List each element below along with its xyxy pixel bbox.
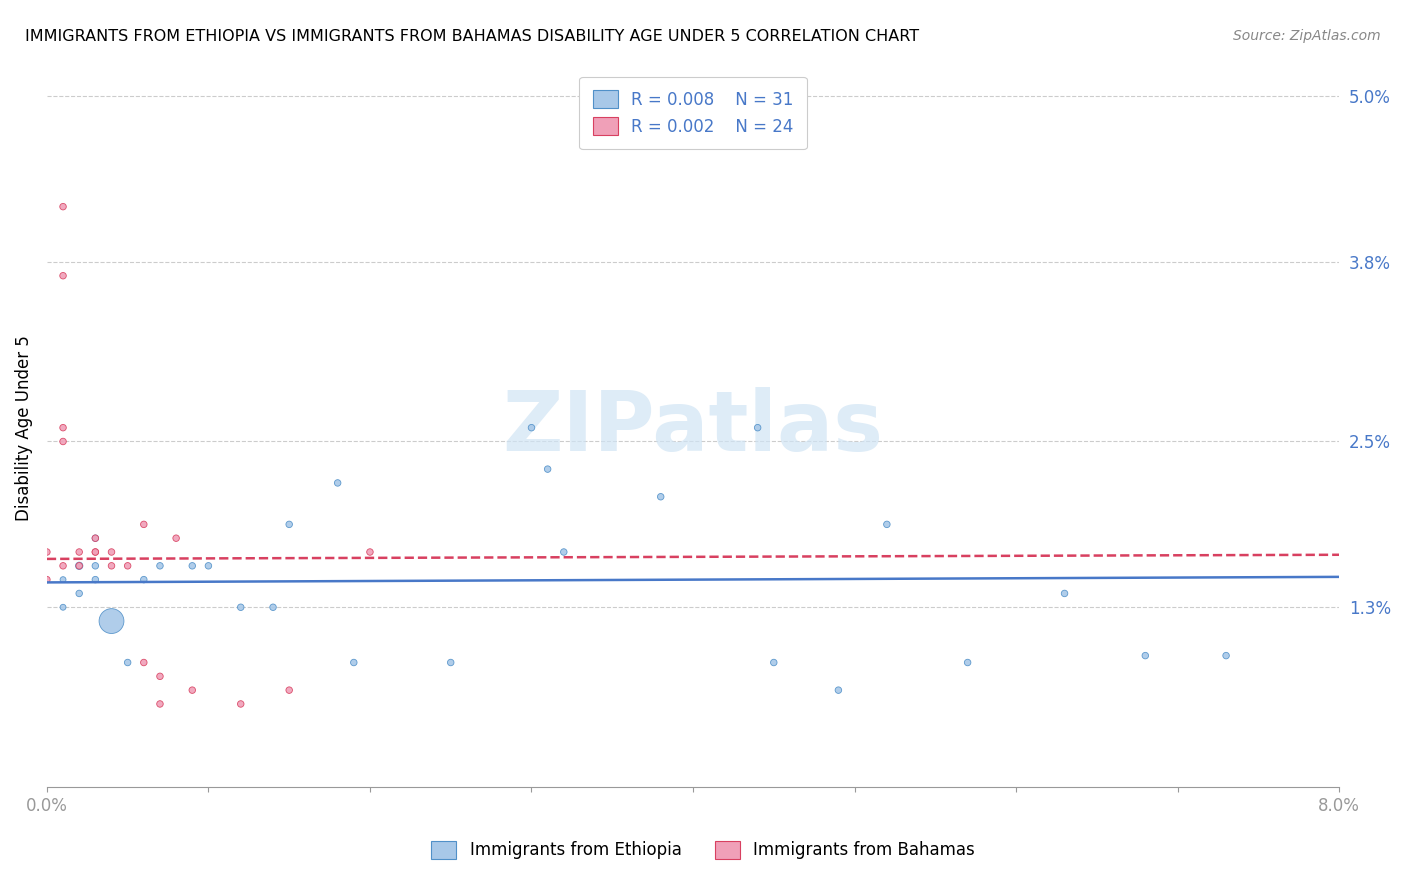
Point: [181, 683, 204, 698]
Point: [537, 462, 560, 476]
Point: [1053, 586, 1076, 600]
Point: [956, 656, 979, 670]
Point: [553, 545, 575, 559]
Legend: Immigrants from Ethiopia, Immigrants from Bahamas: Immigrants from Ethiopia, Immigrants fro…: [423, 832, 983, 868]
Point: [100, 545, 122, 559]
Point: [132, 517, 155, 532]
Y-axis label: Disability Age Under 5: Disability Age Under 5: [15, 334, 32, 521]
Point: [84, 531, 107, 545]
Point: [520, 420, 543, 434]
Text: IMMIGRANTS FROM ETHIOPIA VS IMMIGRANTS FROM BAHAMAS DISABILITY AGE UNDER 5 CORRE: IMMIGRANTS FROM ETHIOPIA VS IMMIGRANTS F…: [25, 29, 920, 45]
Point: [827, 683, 849, 698]
Point: [35, 573, 58, 587]
Point: [84, 545, 107, 559]
Point: [165, 531, 187, 545]
Point: [84, 573, 107, 587]
Point: [359, 545, 381, 559]
Point: [67, 545, 90, 559]
Point: [52, 420, 75, 434]
Point: [1215, 648, 1237, 663]
Point: [52, 434, 75, 449]
Point: [52, 600, 75, 615]
Point: [132, 573, 155, 587]
Point: [440, 656, 463, 670]
Point: [747, 420, 769, 434]
Point: [52, 200, 75, 214]
Point: [278, 683, 301, 698]
Point: [67, 558, 90, 573]
Point: [52, 268, 75, 283]
Point: [67, 586, 90, 600]
Point: [117, 558, 139, 573]
Text: ZIPatlas: ZIPatlas: [502, 387, 883, 468]
Point: [1135, 648, 1157, 663]
Point: [229, 697, 252, 711]
Point: [650, 490, 672, 504]
Point: [132, 656, 155, 670]
Point: [326, 475, 349, 490]
Point: [197, 558, 219, 573]
Point: [262, 600, 284, 615]
Point: [84, 531, 107, 545]
Point: [149, 669, 172, 683]
Point: [52, 573, 75, 587]
Point: [181, 558, 204, 573]
Point: [229, 600, 252, 615]
Point: [84, 545, 107, 559]
Point: [343, 656, 366, 670]
Point: [278, 517, 301, 532]
Point: [117, 656, 139, 670]
Point: [100, 614, 122, 628]
Point: [876, 517, 898, 532]
Point: [67, 558, 90, 573]
Point: [100, 558, 122, 573]
Point: [149, 558, 172, 573]
Point: [52, 558, 75, 573]
Legend: R = 0.008    N = 31, R = 0.002    N = 24: R = 0.008 N = 31, R = 0.002 N = 24: [579, 77, 807, 149]
Point: [84, 558, 107, 573]
Point: [149, 697, 172, 711]
Text: Source: ZipAtlas.com: Source: ZipAtlas.com: [1233, 29, 1381, 44]
Point: [762, 656, 785, 670]
Point: [35, 545, 58, 559]
